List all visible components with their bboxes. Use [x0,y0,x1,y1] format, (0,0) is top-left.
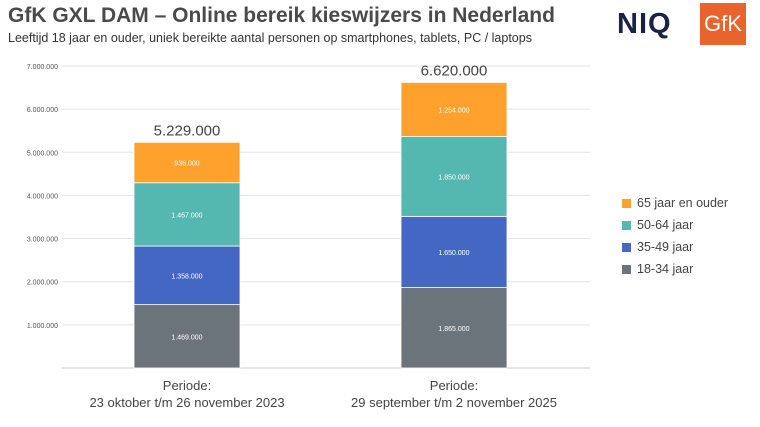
data-label: 1.254.000 [438,107,469,114]
x-category-label: Periode: 29 september t/m 2 november 2025 [351,378,557,410]
legend-swatch [622,264,631,274]
legend-item: 65 jaar en ouder [622,196,728,210]
legend-label: 65 jaar en ouder [637,196,729,210]
bar-segment [400,215,508,288]
y-tick-label: 2.000.000 [27,280,58,287]
data-label: 1.358.000 [171,273,202,280]
data-label: 936.000 [174,161,199,168]
legend-swatch [622,198,631,208]
y-tick-label: 6.000.000 [27,107,58,114]
y-tick-label: 3.000.000 [27,237,58,244]
data-label: 1.650.000 [438,250,469,257]
bar-segment [400,136,508,217]
legend-item: 35-49 jaar [622,240,693,254]
bar-segment [133,304,241,369]
y-tick-label: 4.000.000 [27,193,58,200]
total-label: 5.229.000 [154,122,221,139]
legend-label: 18-34 jaar [637,262,694,276]
bar-segment [133,182,241,247]
legend-swatch [622,242,631,252]
bar-segment [133,141,241,184]
page-subtitle: Leeftijd 18 jaar en ouder, uniek bereikt… [8,31,532,45]
bar-segment [133,245,241,306]
legend-label: 50-64 jaar [637,218,694,232]
niq-logo: NIQ [617,8,672,40]
y-tick-label: 7.000.000 [27,64,58,71]
legend-item: 18-34 jaar [622,262,693,276]
bar-segment [400,287,508,369]
y-tick-label: 1.000.000 [27,323,58,330]
legend-swatch [622,220,631,230]
data-label: 1.865.000 [438,326,469,333]
gfk-logo: GfK [700,3,746,45]
data-label: 1.469.000 [171,334,202,341]
y-tick-label: 5.000.000 [27,150,58,157]
data-label: 1.850.000 [438,174,469,181]
bar-segment [400,82,508,137]
data-label: 1.467.000 [171,212,202,219]
legend-label: 35-49 jaar [637,240,694,254]
legend-item: 50-64 jaar [622,218,693,232]
page-title: GfK GXL DAM – Online bereik kieswijzers … [8,4,555,27]
total-label: 6.620.000 [421,62,488,79]
x-category-label: Periode: 23 oktober t/m 26 november 2023 [89,378,285,410]
